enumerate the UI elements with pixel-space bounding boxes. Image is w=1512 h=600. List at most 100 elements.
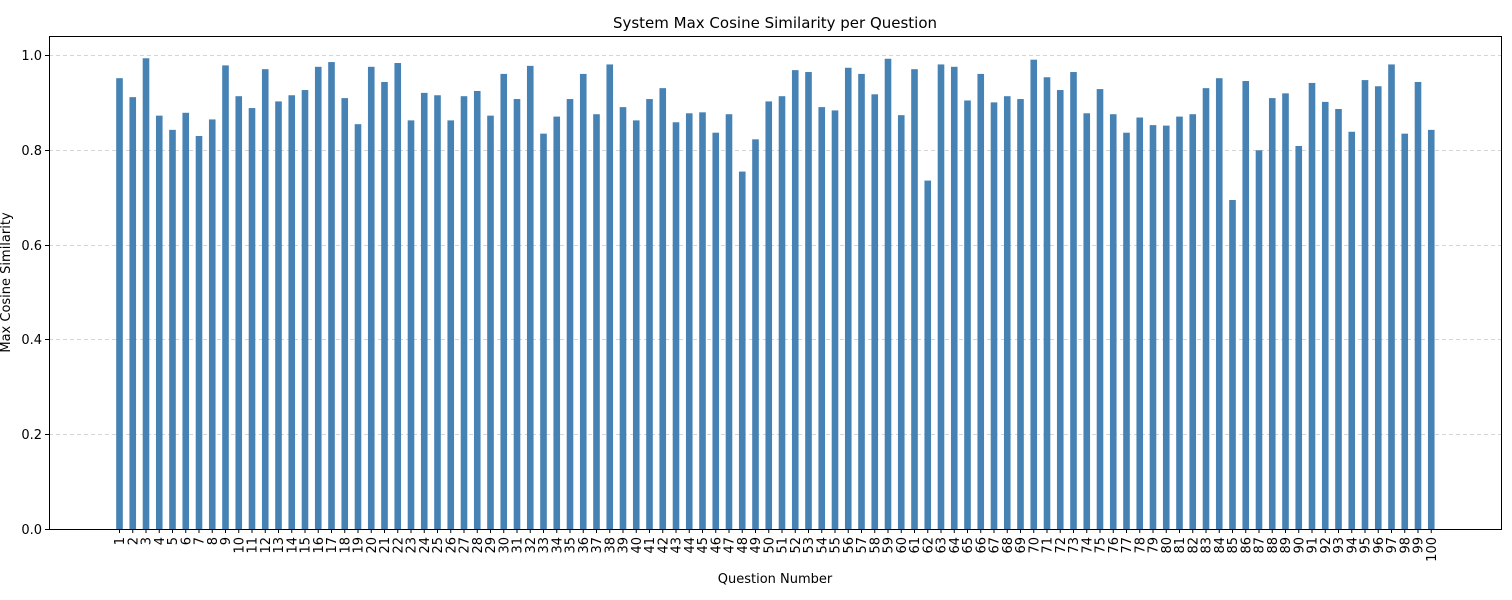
y-tick-label: 0.8 bbox=[21, 144, 42, 159]
x-tick-label: 42 bbox=[656, 537, 671, 554]
bar bbox=[805, 72, 812, 529]
bar bbox=[407, 120, 415, 529]
x-tick-label: 78 bbox=[1133, 537, 1148, 554]
bar bbox=[1282, 93, 1289, 530]
x-tick-label: 35 bbox=[564, 537, 579, 554]
x-tick-label: 20 bbox=[365, 537, 380, 554]
x-tick-label: 41 bbox=[643, 537, 658, 554]
bar bbox=[208, 119, 216, 530]
x-tick-label: 36 bbox=[577, 537, 592, 554]
bar bbox=[500, 73, 508, 530]
bar bbox=[1361, 80, 1369, 529]
bar bbox=[1295, 145, 1303, 530]
x-tick-label: 72 bbox=[1054, 537, 1069, 554]
x-tick-label: 48 bbox=[736, 537, 751, 554]
x-tick-label: 2 bbox=[126, 537, 141, 545]
x-tick-label: 49 bbox=[749, 537, 764, 554]
bar bbox=[513, 99, 521, 530]
bar bbox=[1189, 114, 1197, 529]
x-axis-title: Question Number bbox=[718, 572, 833, 587]
x-tick-label: 12 bbox=[259, 537, 274, 554]
y-tick-label: 0.4 bbox=[21, 333, 42, 348]
bar bbox=[606, 64, 614, 529]
bar bbox=[579, 73, 587, 530]
bar bbox=[129, 97, 137, 530]
x-tick-label: 99 bbox=[1412, 537, 1427, 554]
bar bbox=[1348, 131, 1356, 529]
x-tick-label: 23 bbox=[405, 537, 420, 554]
chart-title: System Max Cosine Similarity per Questio… bbox=[613, 14, 937, 32]
bar bbox=[593, 114, 600, 529]
x-tick-label: 56 bbox=[842, 537, 857, 554]
x-tick-label: 45 bbox=[696, 537, 711, 554]
x-tick-label: 95 bbox=[1359, 537, 1374, 554]
x-tick-label: 97 bbox=[1385, 537, 1400, 554]
bar bbox=[341, 98, 349, 529]
bar bbox=[1056, 90, 1064, 529]
x-tick-label: 46 bbox=[709, 537, 724, 554]
bar bbox=[765, 101, 773, 530]
x-tick-label: 75 bbox=[1094, 537, 1109, 554]
bar bbox=[871, 94, 879, 529]
x-tick-label: 43 bbox=[670, 537, 685, 554]
x-tick-label: 4 bbox=[153, 537, 168, 545]
x-tick-label: 57 bbox=[855, 537, 870, 554]
bar bbox=[1003, 96, 1011, 529]
bar bbox=[487, 115, 494, 529]
bar bbox=[288, 95, 296, 529]
x-tick-label: 94 bbox=[1345, 537, 1360, 554]
x-tick-label: 26 bbox=[444, 537, 459, 554]
x-tick-label: 69 bbox=[1014, 537, 1029, 554]
bar bbox=[659, 88, 667, 529]
bar bbox=[1123, 132, 1130, 529]
bar bbox=[1070, 72, 1077, 529]
x-tick-label: 73 bbox=[1067, 537, 1082, 554]
bar bbox=[235, 96, 243, 529]
x-tick-label: 88 bbox=[1266, 537, 1281, 554]
bar bbox=[858, 73, 865, 530]
x-tick-label: 34 bbox=[550, 537, 565, 554]
x-tick-label: 79 bbox=[1147, 537, 1162, 554]
x-tick-label: 40 bbox=[630, 537, 645, 554]
bar bbox=[977, 73, 985, 530]
bar bbox=[672, 122, 680, 529]
bar bbox=[1308, 82, 1316, 530]
x-tick-label: 65 bbox=[961, 537, 976, 554]
bar bbox=[1401, 133, 1409, 529]
x-tick-label: 60 bbox=[895, 537, 910, 554]
x-tick-label: 67 bbox=[988, 537, 1003, 554]
x-tick-label: 25 bbox=[431, 537, 446, 554]
bar bbox=[1229, 200, 1236, 529]
bar bbox=[752, 139, 759, 529]
x-tick-label: 16 bbox=[312, 537, 327, 554]
bar bbox=[1017, 99, 1024, 530]
bar bbox=[924, 180, 932, 529]
x-tick-label: 6 bbox=[179, 537, 194, 545]
bar bbox=[964, 100, 971, 529]
bar bbox=[434, 95, 441, 529]
x-tick-label: 64 bbox=[948, 537, 963, 554]
bar bbox=[831, 110, 839, 530]
x-tick-label: 98 bbox=[1398, 537, 1413, 554]
x-tick-label: 8 bbox=[206, 537, 221, 545]
bar bbox=[1335, 109, 1342, 529]
x-tick-label: 10 bbox=[232, 537, 247, 554]
x-tick-label: 33 bbox=[537, 537, 552, 554]
y-tick-label: 0.2 bbox=[21, 428, 42, 443]
bar bbox=[1321, 101, 1329, 529]
bar bbox=[632, 120, 640, 529]
bar bbox=[420, 92, 428, 529]
bar bbox=[275, 101, 282, 530]
bar bbox=[1149, 125, 1157, 530]
x-tick-label: 27 bbox=[458, 537, 473, 554]
bar bbox=[897, 115, 905, 529]
x-tick-label: 13 bbox=[272, 537, 287, 554]
bar bbox=[1427, 129, 1435, 530]
bar bbox=[354, 124, 362, 530]
bar bbox=[791, 70, 799, 529]
y-tick-label: 1.0 bbox=[21, 49, 42, 64]
x-tick-label: 68 bbox=[1001, 537, 1016, 554]
x-tick-label: 37 bbox=[590, 537, 605, 554]
